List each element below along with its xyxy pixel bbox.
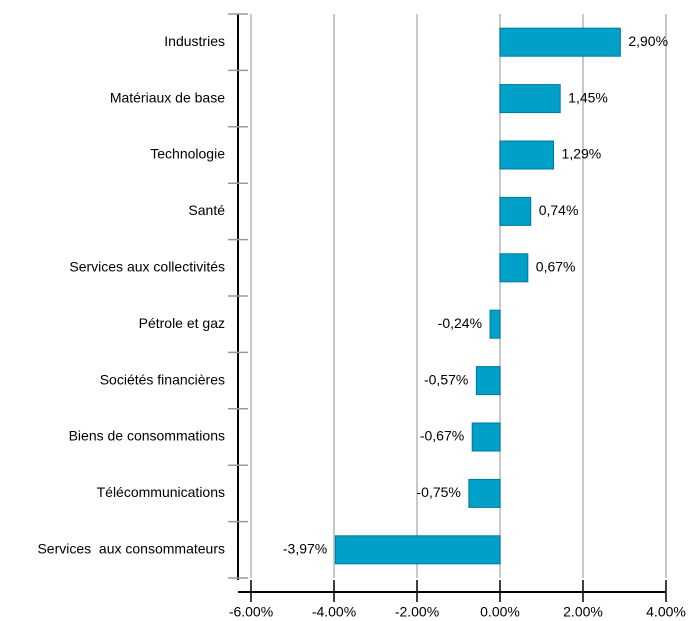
y-tick-label: Technologie: [150, 146, 225, 162]
value-label: -0,57%: [424, 371, 468, 387]
y-tick-label: Pétrole et gaz: [139, 315, 225, 331]
value-label: -0,67%: [420, 428, 464, 444]
y-tick-label: Sociétés financières: [100, 371, 225, 387]
x-tick-label: 4.00%: [646, 604, 686, 620]
bar: [499, 84, 561, 114]
x-tick-label: 0.00%: [480, 604, 520, 620]
y-tick-label: Services aux collectivités: [69, 259, 225, 275]
bar: [475, 366, 501, 396]
bar: [468, 478, 501, 508]
value-label: 1,45%: [568, 89, 608, 105]
bar: [499, 253, 529, 283]
y-tick-label: Santé: [188, 202, 225, 218]
y-tick-label: Services aux consommateurs: [37, 541, 225, 557]
bar: [499, 196, 532, 226]
bar: [499, 140, 555, 170]
x-tick-label: -4.00%: [312, 604, 356, 620]
y-tick-label: Matériaux de base: [110, 89, 225, 105]
value-label: -0,75%: [417, 484, 461, 500]
value-label: 0,74%: [539, 202, 579, 218]
value-label: 1,29%: [562, 146, 602, 162]
bar: [471, 422, 501, 452]
y-tick-label: Télécommunications: [97, 484, 225, 500]
y-tick-label: Biens de consommations: [69, 428, 225, 444]
x-tick-label: -2.00%: [395, 604, 439, 620]
value-label: -0,24%: [438, 315, 482, 331]
bar: [499, 27, 621, 57]
bar: [489, 309, 501, 339]
value-label: 2,90%: [628, 33, 668, 49]
x-tick-label: 2.00%: [563, 604, 603, 620]
value-label: 0,67%: [536, 259, 576, 275]
x-tick-label: -6.00%: [229, 604, 273, 620]
value-label: -3,97%: [283, 541, 327, 557]
y-tick-label: Industries: [164, 33, 225, 49]
bar: [334, 535, 501, 565]
